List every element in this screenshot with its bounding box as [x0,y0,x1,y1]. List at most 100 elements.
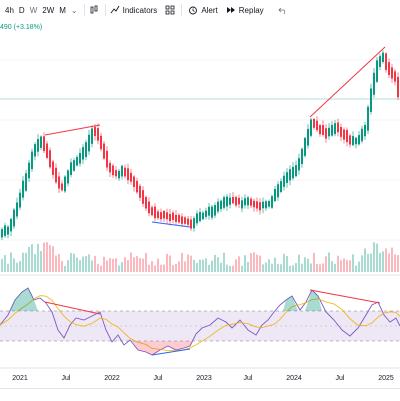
volume-bar [364,248,366,272]
candle-body [238,197,240,205]
volume-bar [367,254,369,272]
volume-bar [61,261,63,272]
bearish-divergence-2021 [44,124,101,136]
volume-bar [127,260,129,272]
candle-body [169,213,171,222]
candle-body [178,215,180,223]
candle-body [64,176,66,192]
candle-body [391,67,393,79]
candle-body [124,167,126,177]
volume-bar [223,252,225,272]
volume-bar [241,265,243,272]
volume-bar [349,260,351,272]
volume-bar [361,255,363,272]
timeframe-2w[interactable]: 2W [42,5,55,15]
candle-body [133,176,135,188]
candle-body [304,137,306,156]
volume-bar [121,262,123,272]
candle-body [88,134,90,152]
volume-bar [190,255,192,272]
volume-bar [202,259,204,272]
rsi-bearish-divergence-2021 [44,301,101,315]
bearish-divergence-2024 [309,46,386,118]
volume-bars [1,242,399,272]
candle-body [148,201,150,214]
candle-body [31,151,33,170]
rsi-ma-line [0,295,400,352]
candle-body [283,175,285,187]
volume-bar [262,264,264,272]
volume-bar [109,258,111,272]
volume-bar [271,263,273,272]
volume-bar [151,261,153,272]
candle-body [22,180,24,198]
candle-body [103,143,105,159]
alert-label: Alert [201,5,218,15]
candle-body [151,207,153,216]
volume-bar [160,264,162,272]
candle-body [337,122,339,133]
volume-bar [244,255,246,272]
candle-body [100,135,102,150]
volume-bar [82,256,84,272]
volume-bar [358,261,360,272]
volume-bar [220,262,222,272]
candle-body [70,162,72,175]
timeframe-4h[interactable]: 4h [5,5,14,15]
undo-button[interactable] [278,5,288,15]
indicators-button[interactable]: Indicators [110,5,157,15]
volume-bar [217,257,219,272]
volume-bar [28,246,30,272]
replay-button[interactable]: Replay [226,5,264,15]
candlesticks [1,50,399,241]
candle-body [112,165,114,176]
candle-body [271,196,273,208]
candle-body [226,196,228,207]
volume-bar [370,253,372,272]
volume-bar [247,261,249,272]
volume-bar [19,261,21,272]
candle-body [61,183,63,191]
volume-bar [136,256,138,272]
timeframe-dropdown-icon[interactable]: ⌄ [70,5,78,15]
volume-bar [373,242,375,272]
candle-body [118,170,120,179]
candle-body [97,128,99,141]
volume-bar [292,265,294,272]
candle-body [247,197,249,206]
indicators-icon [110,5,120,15]
templates-button[interactable] [165,5,175,15]
volume-bar [31,244,33,272]
volume-bar [154,265,156,272]
timeframe-w[interactable]: W [29,5,38,15]
volume-bar [139,258,141,272]
candle-body [136,180,138,193]
volume-bar [34,254,36,272]
volume-bar [67,260,69,272]
alert-button[interactable]: Alert [188,5,218,15]
candle-body [262,201,264,209]
volume-bar [37,243,39,272]
candle-body [280,181,282,192]
volume-bar [112,258,114,272]
volume-bar [25,252,27,272]
candle-body [91,128,93,144]
rsi-overbought-fill [305,290,322,311]
candle-body [367,106,369,131]
candle-body [331,124,333,136]
chart-type-button[interactable] [89,5,99,15]
volume-bar [325,256,327,272]
timeframe-d[interactable]: D [18,5,25,15]
candle-body [190,219,192,229]
timeframe-m[interactable]: M [59,5,66,15]
candle-body [355,137,357,145]
candle-body [289,169,291,181]
volume-bar [256,254,258,272]
candle-body [259,202,261,211]
volume-bar [196,262,198,272]
candle-body [106,150,108,168]
volume-bar [235,259,237,272]
price-change-readout: 490 (+3.18%) [0,24,43,31]
candle-body [232,196,234,204]
